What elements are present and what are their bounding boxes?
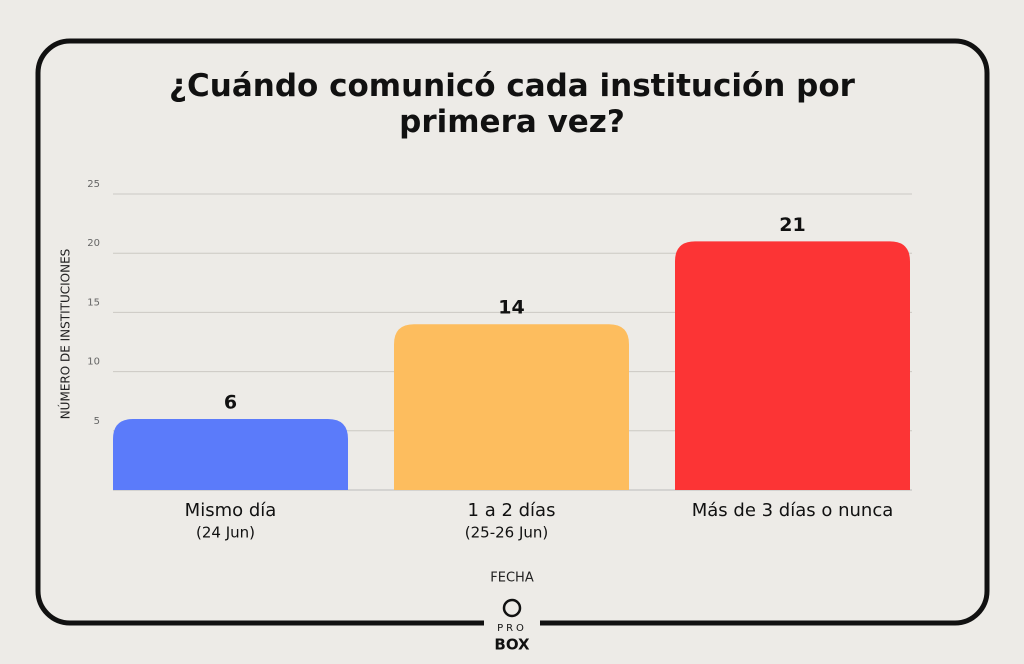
x-tick-label: 1 a 2 días [468,500,556,521]
x-axis-label: FECHA [490,571,534,586]
y-tick-label: 15 [87,297,100,308]
x-tick-note: (25-26 Jun) [465,524,549,542]
bar [113,418,348,490]
logo-backdrop [484,600,540,664]
bar [394,324,629,490]
value-label: 21 [779,214,805,236]
x-tick-note: (24 Jun) [196,524,255,542]
value-label: 14 [498,297,524,319]
chart-title: ¿Cuándo comunicó cada institución por pr… [169,68,855,140]
y-tick-label: 10 [87,357,100,368]
y-tick-label: 25 [87,179,100,190]
logo-top: PRO [497,623,527,634]
x-tick-label: Mismo día [185,500,277,521]
logo-bottom: BOX [494,636,530,654]
logo-icon [502,598,522,618]
value-label: 6 [224,391,237,413]
x-tick-label: Más de 3 días o nunca [692,500,894,521]
y-axis-label: NÚMERO DE INSTITUCIONES [58,249,73,420]
y-tick-label: 20 [87,238,100,249]
bar [675,241,910,490]
y-tick-label: 5 [94,416,100,427]
